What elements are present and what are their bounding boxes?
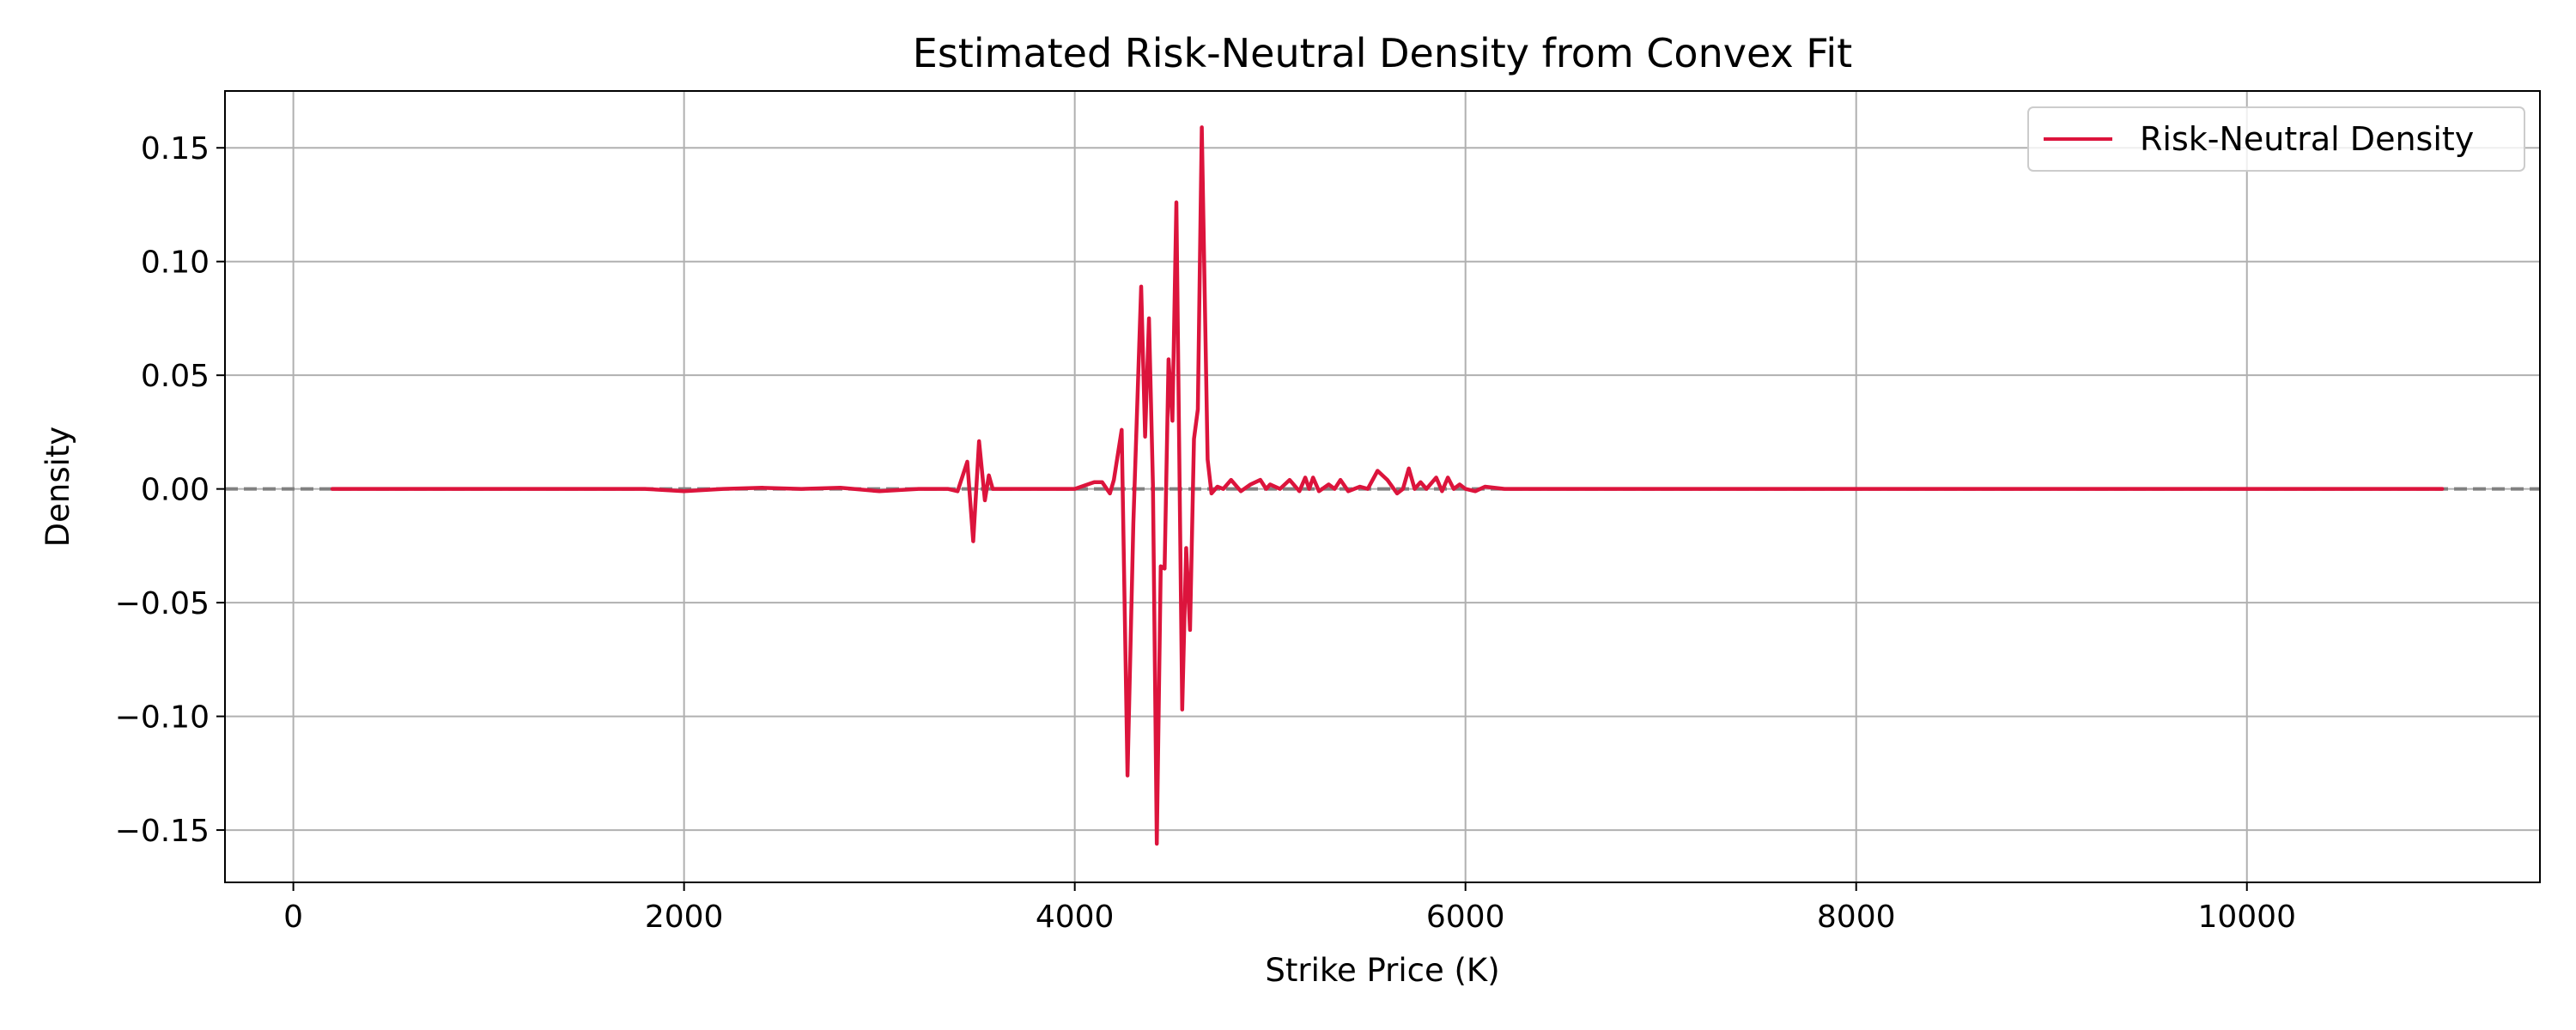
chart-title: Estimated Risk-Neutral Density from Conv… xyxy=(913,30,1852,76)
y-tick-label: 0.15 xyxy=(141,131,210,167)
series-layer xyxy=(330,125,2445,846)
y-axis-ticks: −0.15 −0.10 −0.05 0.00 0.05 0.10 0.15 xyxy=(115,131,225,849)
y-tick-label: −0.15 xyxy=(115,814,210,849)
y-tick-label: 0.10 xyxy=(141,245,210,281)
series-line-0 xyxy=(330,125,2445,846)
x-tick-label: 6000 xyxy=(1426,900,1505,935)
x-axis-label: Strike Price (K) xyxy=(1265,952,1499,989)
y-tick-label: −0.10 xyxy=(115,700,210,736)
y-tick-label: −0.05 xyxy=(115,586,210,621)
x-tick-label: 0 xyxy=(283,900,303,935)
y-tick-label: 0.00 xyxy=(141,473,210,508)
y-tick-label: 0.05 xyxy=(141,359,210,394)
y-axis-label: Density xyxy=(39,427,76,548)
legend-box xyxy=(2027,106,2525,172)
plot-area xyxy=(225,91,2540,882)
x-axis-ticks: 0 2000 4000 6000 8000 10000 xyxy=(283,882,2296,935)
legend-label: Risk-Neutral Density xyxy=(2140,120,2474,158)
legend: Risk-Neutral Density xyxy=(2027,106,2525,172)
plot-frame xyxy=(224,90,2541,883)
x-tick-label: 4000 xyxy=(1036,900,1115,935)
x-tick-label: 10000 xyxy=(2197,900,2296,935)
x-tick-label: 2000 xyxy=(645,900,724,935)
x-tick-label: 8000 xyxy=(1817,900,1896,935)
